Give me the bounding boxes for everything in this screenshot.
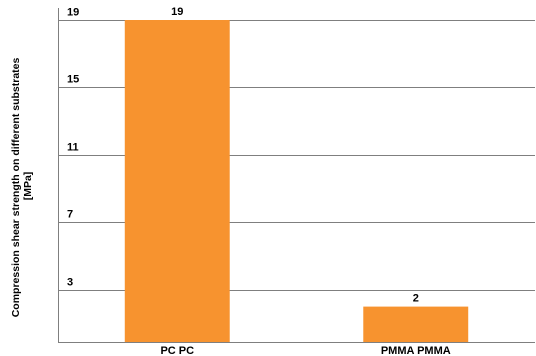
bars [124, 20, 469, 342]
axes [58, 8, 535, 343]
category-label: PMMA PMMA [381, 345, 451, 356]
category-labels: PC PC PMMA PMMA [160, 345, 450, 356]
data-label: 2 [413, 293, 419, 305]
bar-1 [124, 20, 230, 342]
y-tick-label: 19 [67, 7, 79, 19]
data-label: 19 [171, 6, 183, 18]
y-tick-labels: 3 7 11 15 19 [67, 7, 79, 289]
bar-2 [363, 306, 469, 342]
y-tick-label: 3 [67, 277, 73, 289]
data-labels: 19 2 [171, 6, 419, 305]
category-label: PC PC [160, 345, 194, 356]
y-tick-label: 15 [67, 74, 79, 86]
y-axis-label-line-2: [MPa] [22, 172, 34, 201]
y-axis-label: Compression shear strength on different … [10, 55, 34, 318]
y-axis-label-line-1: Compression shear strength on different … [10, 57, 22, 317]
y-tick-label: 7 [67, 209, 73, 221]
y-tick-label: 11 [67, 142, 79, 154]
